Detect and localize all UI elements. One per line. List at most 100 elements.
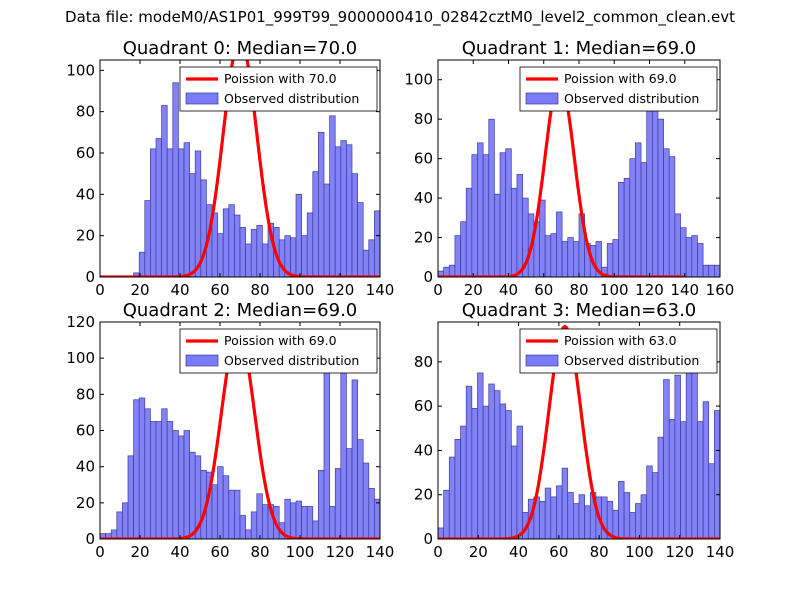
histogram-bar [386, 510, 392, 539]
histogram-bar [329, 115, 336, 277]
histogram-bar [567, 237, 574, 277]
histogram-bar [623, 492, 631, 539]
histogram-bar [351, 173, 358, 277]
histogram-bar [685, 354, 693, 539]
histogram-bar [362, 462, 370, 539]
histogram-bar [133, 399, 140, 539]
histogram-bar [290, 237, 297, 277]
histogram-bar [646, 465, 653, 539]
histogram-bar [550, 233, 557, 277]
histogram-bar [150, 148, 157, 277]
histogram-bar [719, 450, 720, 539]
y-tick-label: 20 [76, 494, 95, 512]
y-tick-label: 0 [85, 268, 95, 286]
y-tick-label: 80 [76, 103, 95, 121]
histogram-bar [155, 421, 162, 539]
histogram-bar [127, 455, 134, 539]
histogram-bar [391, 530, 397, 539]
x-tick-label: 40 [499, 281, 518, 299]
histogram-bar [510, 445, 518, 539]
x-tick-label: 80 [590, 543, 609, 561]
histogram-bar [301, 235, 308, 277]
histogram-bar [573, 241, 580, 277]
histogram-bar [357, 439, 364, 539]
y-tick-label: 20 [414, 229, 433, 247]
y-tick-label: 120 [66, 313, 95, 331]
histogram-bar [250, 229, 258, 277]
x-tick-label: 80 [250, 281, 269, 299]
histogram-bar [318, 131, 325, 277]
histogram-bar [544, 487, 552, 539]
histogram-bar [368, 488, 375, 539]
histogram-bar [494, 193, 501, 277]
histogram-bar [477, 372, 484, 539]
histogram-bar [714, 264, 720, 277]
histogram-bar [646, 95, 653, 277]
histogram-bar [714, 410, 720, 539]
histogram-bar [516, 425, 523, 539]
histogram-bar [556, 211, 563, 277]
histogram-bar [539, 199, 546, 277]
histogram-bar [629, 158, 636, 277]
histogram-bar [618, 481, 625, 539]
histogram-bar [635, 503, 642, 539]
y-tick-label: 0 [423, 268, 433, 286]
subplot-title: Quadrant 0: Median=70.0 [123, 38, 358, 59]
x-tick-label: 60 [210, 543, 229, 561]
histogram-bar [651, 99, 659, 277]
histogram-bar [685, 237, 693, 277]
histogram-bar [351, 379, 358, 539]
x-tick-label: 80 [569, 281, 588, 299]
histogram-bar [172, 430, 179, 539]
legend-line-label: Poission with 63.0 [564, 333, 677, 348]
histogram-bar [448, 264, 456, 277]
x-tick-label: 20 [130, 543, 149, 561]
histogram-bar [539, 501, 546, 539]
histogram-bar [465, 187, 473, 277]
histogram-bar [312, 171, 319, 277]
histogram-bar [323, 183, 330, 277]
histogram-bar [691, 235, 698, 277]
histogram-bar [234, 214, 241, 277]
histogram-bar [189, 451, 196, 539]
histogram-bar [295, 500, 302, 539]
axes-frame [437, 321, 721, 540]
histogram-bar [680, 227, 687, 277]
y-tick-label: 60 [76, 422, 95, 440]
histogram-bar [471, 408, 478, 539]
histogram-bar [346, 144, 353, 277]
histogram-bar [357, 202, 364, 277]
histogram-bar [482, 405, 490, 539]
x-tick-label: 140 [670, 281, 699, 299]
x-tick-label: 60 [210, 281, 229, 299]
x-tick-label: 120 [326, 281, 355, 299]
histogram-bar [161, 408, 168, 539]
x-tick-label: 60 [534, 281, 553, 299]
histogram-bar [663, 379, 670, 539]
histogram-bar [657, 118, 664, 277]
histogram-bar [663, 148, 670, 277]
y-tick-label: 80 [414, 353, 433, 371]
histogram-bar [245, 243, 252, 277]
histogram-bar [150, 421, 157, 539]
histogram-bar [379, 260, 380, 277]
y-tick-label: 100 [404, 71, 433, 89]
histogram-bar [556, 485, 563, 539]
histogram-bar [674, 213, 681, 277]
histogram-bar [454, 235, 461, 277]
histogram-bar [122, 502, 129, 539]
histogram-bar [680, 421, 687, 539]
histogram-bar [368, 239, 375, 277]
histogram-bar [612, 509, 619, 539]
histogram-bar [166, 421, 174, 539]
histogram-bar [323, 361, 330, 539]
x-tick-label: 0 [95, 543, 105, 561]
histogram-bar [138, 397, 146, 539]
legend-bar-swatch [525, 354, 559, 367]
y-tick-label: 80 [414, 110, 433, 128]
x-tick-label: 160 [706, 281, 735, 299]
histogram-bar [635, 142, 642, 277]
legend-bar-label: Observed distribution [564, 353, 699, 368]
histogram-bar [284, 498, 291, 539]
histogram-bar [189, 173, 196, 277]
